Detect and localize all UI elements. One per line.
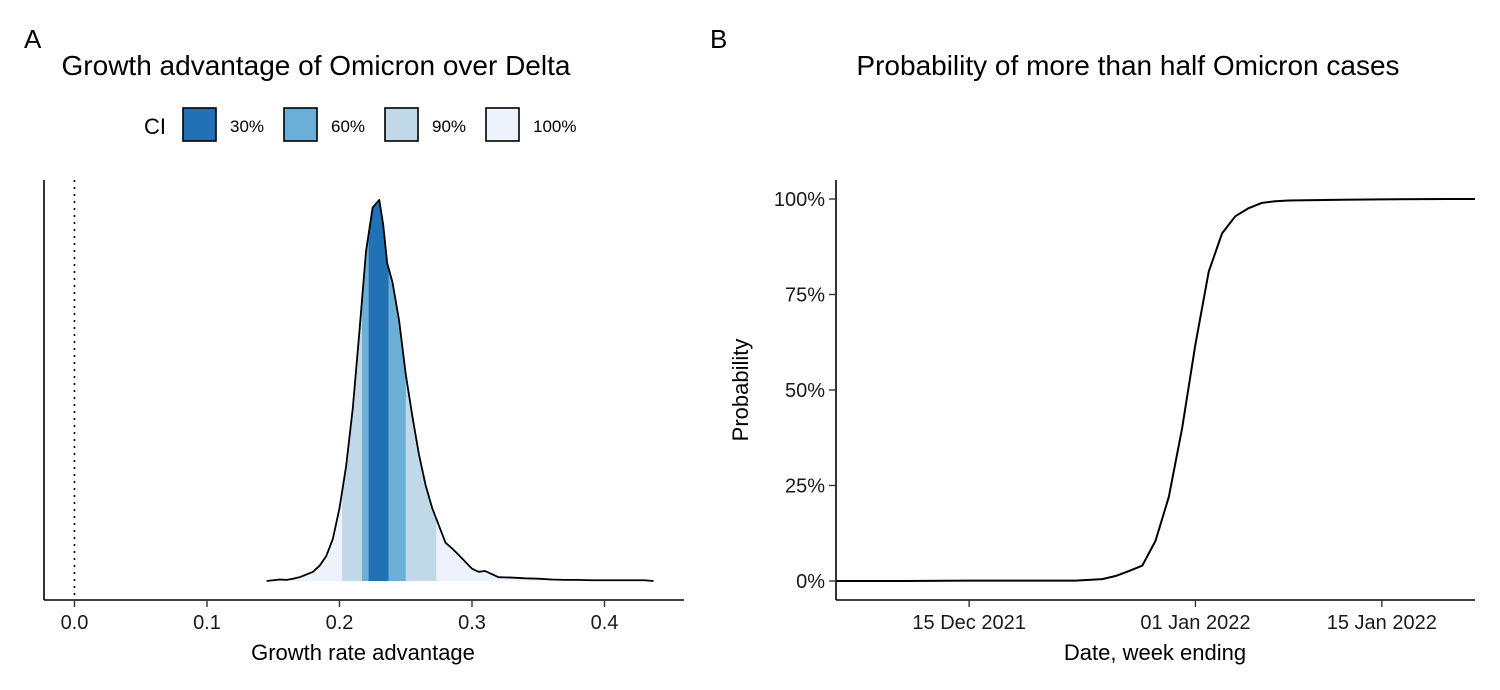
panel-b-plot: 0% 25% 50% 75% 100% 15 Dec 2021 01 Jan 2022 15 … (774, 180, 1475, 634)
legend-swatch-100pct (485, 107, 520, 142)
y-tick-label: 0% (796, 571, 825, 593)
y-tick-label: 100% (774, 189, 825, 211)
panel-b-x-axis-title: Date, week ending (1064, 640, 1246, 665)
y-tick-label: 75% (785, 285, 825, 307)
legend-label-60pct: 60% (331, 117, 365, 136)
x-tick-label: 0.4 (591, 612, 619, 634)
x-tick-label: 0.2 (326, 612, 354, 634)
x-tick-label: 0.0 (61, 612, 89, 634)
ci-band-100pct (266, 199, 654, 582)
x-tick-label: 0.1 (193, 612, 221, 634)
y-tick-label: 25% (785, 476, 825, 498)
panel-b-letter: B (710, 24, 727, 54)
panel-b-y-axis-title: Probability (728, 339, 753, 442)
legend-swatch-90pct (384, 107, 419, 142)
ci-band-30pct (368, 199, 389, 582)
panel-a-legend: CI 30% 60% 90% 100% (144, 107, 576, 142)
legend-swatch-30pct (182, 107, 217, 142)
legend-label-30pct: 30% (230, 117, 264, 136)
panel-a-plot: 0.0 0.1 0.2 0.3 0.4 (43, 180, 684, 634)
legend-title: CI (144, 114, 166, 139)
panel-a-title: Growth advantage of Omicron over Delta (62, 50, 571, 81)
panel-b-title: Probability of more than half Omicron ca… (856, 50, 1399, 81)
x-tick-label: 15 Jan 2022 (1327, 612, 1437, 634)
x-tick-label: 15 Dec 2021 (912, 612, 1025, 634)
density-outline (266, 199, 654, 582)
probability-line (836, 198, 1475, 582)
y-tick-label: 50% (785, 380, 825, 402)
legend-swatch-60pct (283, 107, 318, 142)
legend-label-100pct: 100% (533, 117, 576, 136)
x-tick-label: 01 Jan 2022 (1140, 612, 1250, 634)
x-tick-label: 0.3 (458, 612, 486, 634)
panel-a-letter: A (24, 24, 42, 54)
panel-a-x-axis-title: Growth rate advantage (251, 640, 475, 665)
legend-label-90pct: 90% (432, 117, 466, 136)
